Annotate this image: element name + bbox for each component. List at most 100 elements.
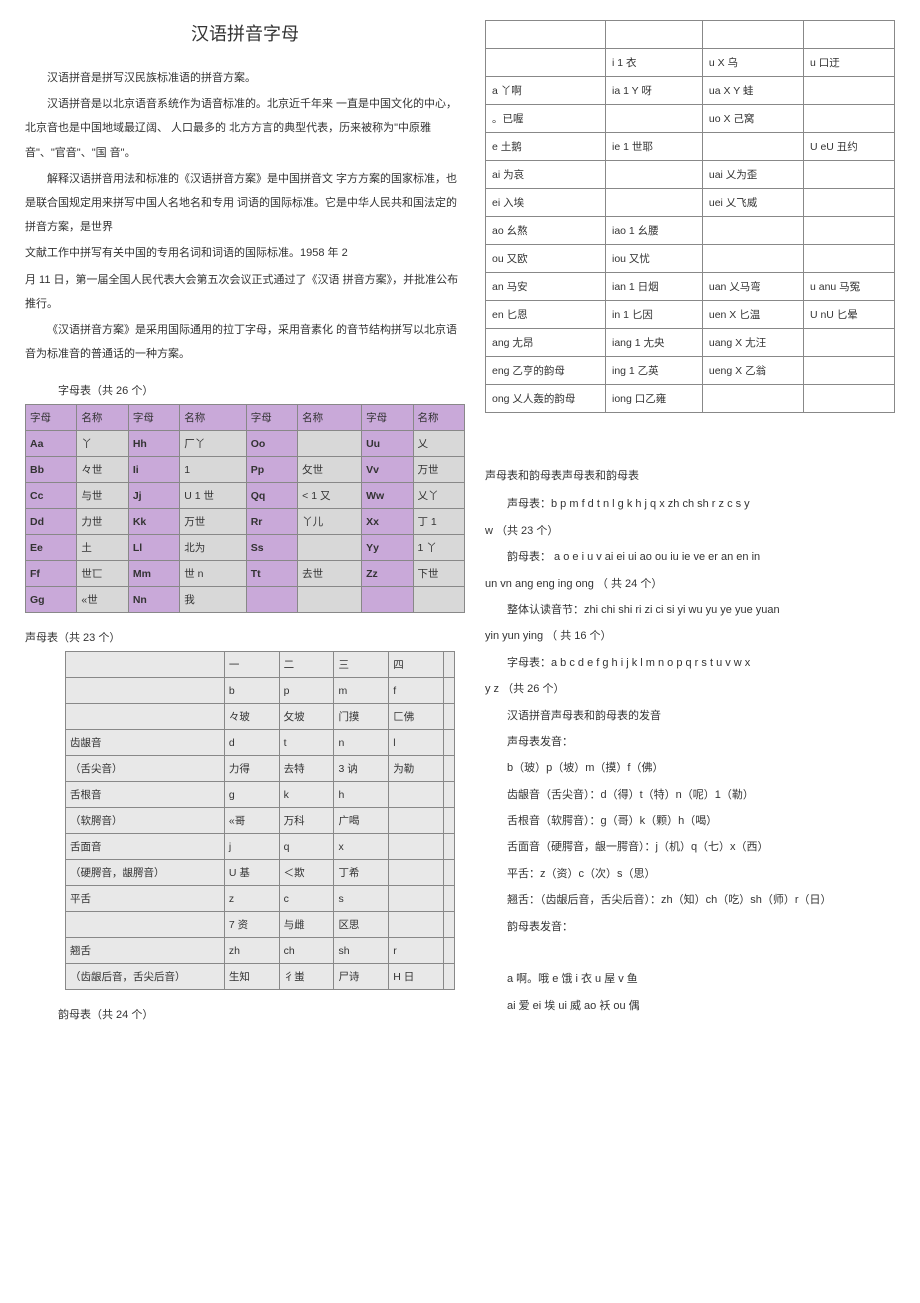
- zimu-cell: 厂丫: [180, 431, 246, 457]
- shengmu-cell: 门摸: [334, 704, 389, 730]
- right-line: 翘舌：（齿龈后音，舌尖后音）：zh（知）ch（吃）sh（师）r（日）: [485, 887, 895, 913]
- shengmu-cell: 3 讷: [334, 756, 389, 782]
- yunmu-cell: ai 为哀: [486, 161, 606, 189]
- yunmu-cell: [606, 21, 703, 49]
- shengmu-cell: [444, 886, 455, 912]
- shengmu-cell: 三: [334, 652, 389, 678]
- right-line: a 啊。哦 e 饿 i 衣 u 屋 v 鱼: [485, 966, 895, 992]
- zimu-cell: Tt: [246, 561, 297, 587]
- shengmu-cell: h: [334, 782, 389, 808]
- zimu-cell: Yy: [362, 535, 413, 561]
- zimu-header-cell: 字母: [26, 405, 77, 431]
- yunmu-cell: ian 1 日烟: [606, 273, 703, 301]
- yunmu-cell: [803, 329, 894, 357]
- yunmu-cell: [803, 385, 894, 413]
- right-line: 韵母表： a o e i u v ai ei ui ao ou iu ie ve…: [485, 544, 895, 570]
- yunmu-cell: uai 乂为歪: [702, 161, 803, 189]
- yunmu-cell: ong 乂人轰的韵母: [486, 385, 606, 413]
- yunmu-cell: [606, 161, 703, 189]
- yunmu-cell: U nU 匕晕: [803, 301, 894, 329]
- shengmu-cell: q: [279, 834, 334, 860]
- zimu-cell: 々世: [77, 457, 128, 483]
- right-line: b（玻）p（坡）m（摸）f（佛）: [485, 755, 895, 781]
- yunmu-cell: an 马安: [486, 273, 606, 301]
- shengmu-cell: ＜欺: [279, 860, 334, 886]
- zimu-cell: 攵世: [298, 457, 362, 483]
- shengmu-cell: z: [224, 886, 279, 912]
- zimu-cell: Oo: [246, 431, 297, 457]
- shengmu-cell: zh: [224, 938, 279, 964]
- shengmu-cell: 二: [279, 652, 334, 678]
- zimu-cell: Ii: [128, 457, 179, 483]
- shengmu-cell: [444, 808, 455, 834]
- shengmu-cell: [389, 912, 444, 938]
- zimu-cell: [298, 587, 362, 613]
- zimu-cell: Jj: [128, 483, 179, 509]
- shengmu-cell: t: [279, 730, 334, 756]
- shengmu-cell: 生知: [224, 964, 279, 990]
- shengmu-cell: [444, 860, 455, 886]
- yunmu-cell: [486, 49, 606, 77]
- right-line: 整体认读音节：zhi chi shi ri zi ci si yi wu yu …: [485, 597, 895, 623]
- shengmu-cell: 平舌: [66, 886, 225, 912]
- zimu-cell: [298, 431, 362, 457]
- zimu-cell: 乂丫: [413, 483, 464, 509]
- shengmu-cell: j: [224, 834, 279, 860]
- zimu-cell: Gg: [26, 587, 77, 613]
- zimu-cell: Uu: [362, 431, 413, 457]
- zimu-cell: Ff: [26, 561, 77, 587]
- shengmu-cell: [444, 678, 455, 704]
- yunmu-cell: [486, 21, 606, 49]
- right-line: y z （共 26 个）: [485, 676, 895, 702]
- yunmu-cell: [803, 77, 894, 105]
- shengmu-cell: [444, 912, 455, 938]
- right-line: 舌根音（软腭音）：g（哥）k（颗）h（喝）: [485, 808, 895, 834]
- shengmu-cell: H 日: [389, 964, 444, 990]
- yunmu-cell: [606, 189, 703, 217]
- yunmu-cell: iao 1 幺腰: [606, 217, 703, 245]
- zimu-cell: 与世: [77, 483, 128, 509]
- right-line: un vn ang eng ing ong （ 共 24 个）: [485, 571, 895, 597]
- yunmu-cell: U eU 丑约: [803, 133, 894, 161]
- zimu-cell: 1: [180, 457, 246, 483]
- yunmu-cell: iou 又忧: [606, 245, 703, 273]
- shengmu-cell: [444, 730, 455, 756]
- shengmu-cell: b: [224, 678, 279, 704]
- shengmu-cell: ch: [279, 938, 334, 964]
- zimu-cell: 丁 1: [413, 509, 464, 535]
- yunmu-cell: en 匕恩: [486, 301, 606, 329]
- zimu-header-cell: 字母: [362, 405, 413, 431]
- zimu-cell: Nn: [128, 587, 179, 613]
- shengmu-cell: [66, 652, 225, 678]
- yunmu-cell: uan 乂马弯: [702, 273, 803, 301]
- zimu-cell: 去世: [298, 561, 362, 587]
- zimu-cell: U 1 世: [180, 483, 246, 509]
- intro-para: 解释汉语拼音用法和标准的《汉语拼音方案》是中国拼音文 字方方案的国家标准，也是联…: [25, 167, 465, 240]
- right-line: w （共 23 个）: [485, 518, 895, 544]
- shengmu-cell: d: [224, 730, 279, 756]
- yunmu-table-label: 韵母表（共 24 个）: [25, 1006, 465, 1022]
- shengmu-cell: [66, 678, 225, 704]
- yunmu-cell: [803, 245, 894, 273]
- zimu-cell: Ww: [362, 483, 413, 509]
- yunmu-cell: [702, 217, 803, 245]
- page-title: 汉语拼音字母: [25, 20, 465, 46]
- shengmu-cell: 万科: [279, 808, 334, 834]
- shengmu-cell: [444, 938, 455, 964]
- yunmu-cell: ou 又欧: [486, 245, 606, 273]
- right-text-block: 声母表和韵母表声母表和韵母表 声母表：b p m f d t n l g k h…: [485, 463, 895, 1019]
- zimu-cell: Cc: [26, 483, 77, 509]
- shengmu-cell: 舌面音: [66, 834, 225, 860]
- shengmu-cell: 广喝: [334, 808, 389, 834]
- right-line: 齿龈音（舌尖音）：d（得）t（特）n（呢）1（勒）: [485, 782, 895, 808]
- yunmu-table: i 1 衣u X 乌u 口迂a 丫啊ia 1 Y 呀ua X Y 蛙。已喔uo …: [485, 20, 895, 413]
- intro-para: 文献工作中拼写有关中国的专用名词和词语的国际标准。1958 年 2: [25, 241, 465, 265]
- shengmu-cell: 与雌: [279, 912, 334, 938]
- yunmu-cell: ua X Y 蛙: [702, 77, 803, 105]
- intro-block: 汉语拼音是拼写汉民族标准语的拼音方案。汉语拼音是以北京语音系统作为语音标准的。北…: [25, 66, 465, 366]
- right-line: 舌面音（硬腭音，龈一腭音）：j（机）q（七）x（西）: [485, 834, 895, 860]
- yunmu-cell: [702, 133, 803, 161]
- yunmu-cell: [803, 357, 894, 385]
- zimu-cell: Ee: [26, 535, 77, 561]
- yunmu-cell: ang 尢昂: [486, 329, 606, 357]
